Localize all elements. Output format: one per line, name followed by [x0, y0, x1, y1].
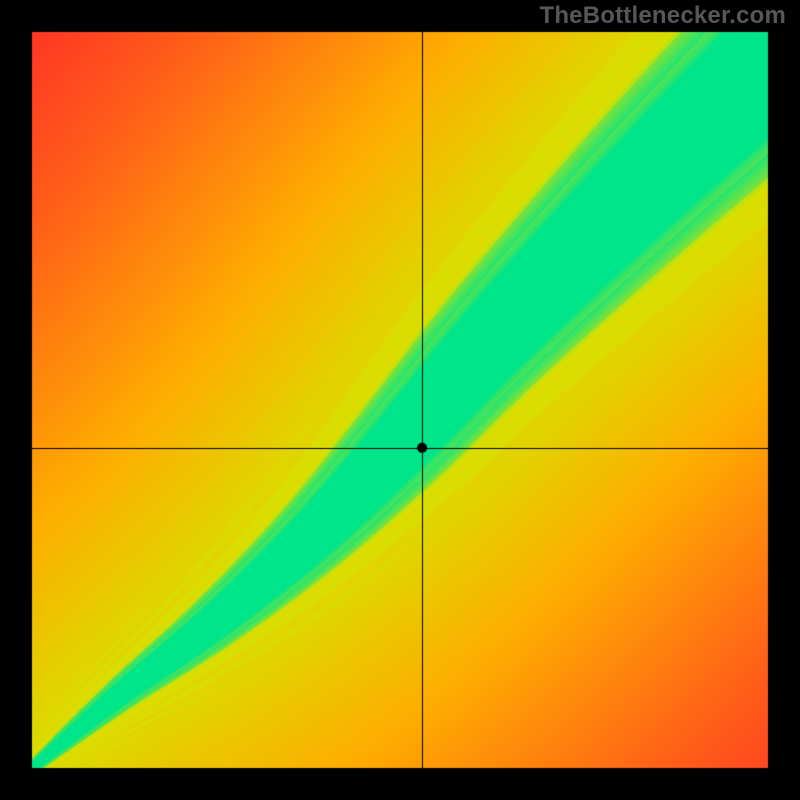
chart-container: TheBottlenecker.com [0, 0, 800, 800]
bottleneck-heatmap [0, 0, 800, 800]
watermark-text: TheBottlenecker.com [539, 2, 786, 30]
